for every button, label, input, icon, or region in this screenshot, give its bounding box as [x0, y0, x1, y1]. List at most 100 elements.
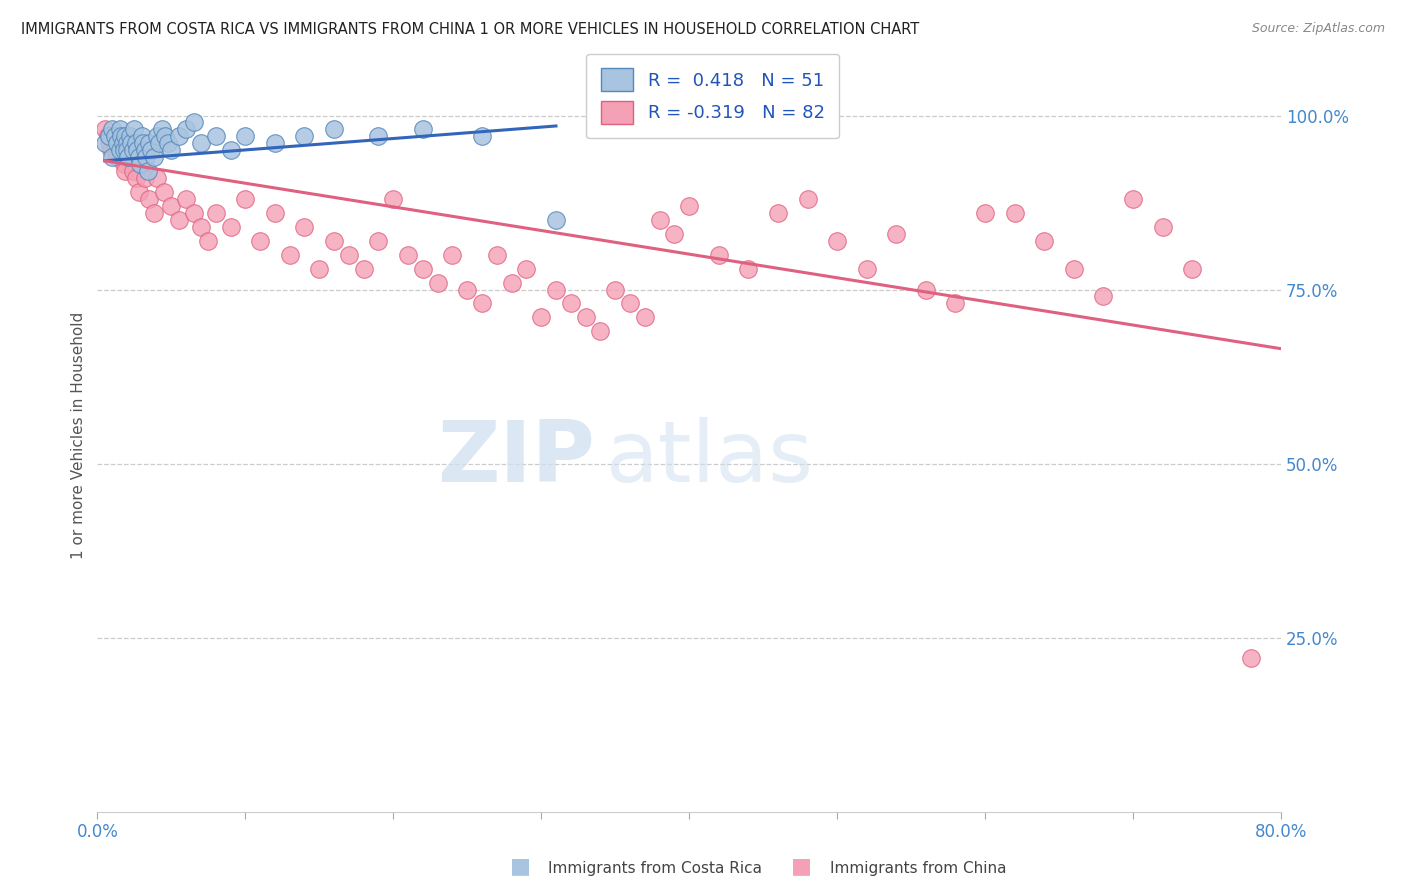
Point	[426, 276, 449, 290]
Point	[135, 150, 157, 164]
Point	[134, 144, 156, 158]
Point	[145, 171, 167, 186]
Point	[264, 136, 287, 151]
Point	[396, 248, 419, 262]
Point	[441, 248, 464, 262]
Point	[308, 261, 330, 276]
Point	[634, 310, 657, 325]
Point	[112, 157, 135, 171]
Point	[664, 227, 686, 241]
Point	[183, 115, 205, 129]
Point	[190, 136, 212, 151]
Point	[766, 206, 789, 220]
Point	[323, 122, 346, 136]
Point	[544, 213, 567, 227]
Point	[120, 136, 142, 151]
Point	[574, 310, 596, 325]
Point	[101, 129, 124, 144]
Point	[103, 136, 125, 151]
Point	[219, 144, 242, 158]
Point	[128, 150, 150, 164]
Point	[605, 283, 627, 297]
Point	[121, 164, 143, 178]
Point	[142, 206, 165, 220]
Point	[117, 150, 139, 164]
Point	[127, 144, 149, 158]
Point	[1092, 289, 1115, 303]
Text: ZIP: ZIP	[437, 417, 595, 500]
Point	[219, 219, 242, 234]
Point	[1152, 219, 1174, 234]
Point	[101, 122, 124, 136]
Point	[204, 129, 226, 144]
Point	[134, 171, 156, 186]
Point	[160, 199, 183, 213]
Point	[115, 136, 138, 151]
Point	[1122, 192, 1144, 206]
Point	[1181, 261, 1204, 276]
Point	[125, 136, 148, 151]
Text: IMMIGRANTS FROM COSTA RICA VS IMMIGRANTS FROM CHINA 1 OR MORE VEHICLES IN HOUSEH: IMMIGRANTS FROM COSTA RICA VS IMMIGRANTS…	[21, 22, 920, 37]
Point	[157, 136, 180, 151]
Y-axis label: 1 or more Vehicles in Household: 1 or more Vehicles in Household	[72, 312, 86, 559]
Point	[337, 248, 360, 262]
Point	[485, 248, 508, 262]
Point	[132, 136, 155, 151]
Point	[105, 136, 128, 151]
Point	[544, 283, 567, 297]
Legend: R =  0.418   N = 51, R = -0.319   N = 82: R = 0.418 N = 51, R = -0.319 N = 82	[586, 54, 839, 138]
Point	[121, 144, 143, 158]
Point	[155, 129, 177, 144]
Point	[111, 136, 134, 151]
Text: Immigrants from Costa Rica: Immigrants from Costa Rica	[548, 861, 762, 876]
Point	[97, 129, 120, 144]
Point	[884, 227, 907, 241]
Point	[589, 324, 612, 338]
Point	[204, 206, 226, 220]
Point	[111, 150, 134, 164]
Point	[167, 129, 190, 144]
Point	[100, 144, 122, 158]
Point	[382, 192, 405, 206]
Point	[1004, 206, 1026, 220]
Point	[114, 129, 136, 144]
Point	[737, 261, 759, 276]
Point	[1240, 651, 1263, 665]
Point	[152, 122, 174, 136]
Point	[138, 192, 160, 206]
Point	[110, 129, 132, 144]
Point	[94, 136, 117, 151]
Text: Immigrants from China: Immigrants from China	[830, 861, 1007, 876]
Point	[115, 136, 138, 151]
Point	[139, 144, 162, 158]
Point	[138, 136, 160, 151]
Point	[412, 261, 434, 276]
Point	[107, 129, 129, 144]
Point	[367, 129, 389, 144]
Point	[112, 144, 135, 158]
Point	[648, 213, 671, 227]
Point	[125, 171, 148, 186]
Point	[197, 234, 219, 248]
Point	[118, 150, 141, 164]
Point	[1063, 261, 1085, 276]
Point	[353, 261, 375, 276]
Point	[124, 122, 146, 136]
Point	[105, 150, 128, 164]
Point	[104, 129, 127, 144]
Point	[707, 248, 730, 262]
Point	[190, 219, 212, 234]
Point	[471, 129, 494, 144]
Point	[471, 296, 494, 310]
Point	[678, 199, 700, 213]
Point	[915, 283, 938, 297]
Point	[515, 261, 537, 276]
Point	[98, 129, 121, 144]
Point	[974, 206, 997, 220]
Point	[145, 129, 167, 144]
Point	[412, 122, 434, 136]
Point	[115, 144, 138, 158]
Point	[183, 206, 205, 220]
Point	[148, 136, 170, 151]
Point	[98, 136, 121, 151]
